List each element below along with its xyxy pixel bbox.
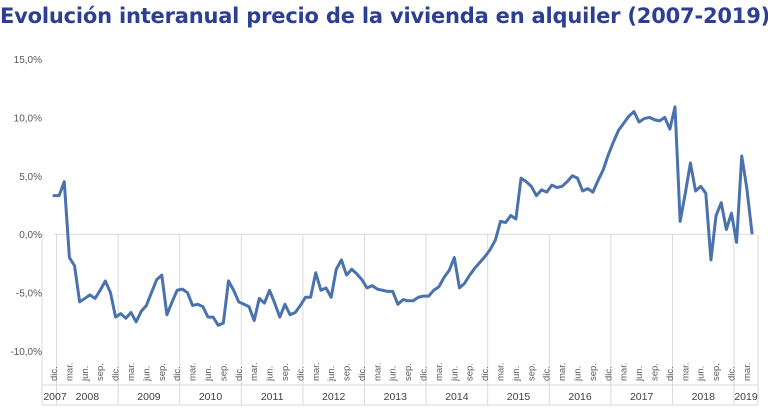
axis-layer [41, 233, 759, 406]
month-tick-label: sep. [280, 363, 291, 381]
y-tick-label: 5,0% [19, 172, 42, 183]
month-tick-label: dic. [665, 366, 676, 381]
year-label: 2012 [322, 391, 346, 403]
month-tick-label: dic. [480, 366, 491, 381]
month-tick-label: sep. [342, 363, 353, 381]
month-tick-label: dic. [234, 366, 245, 381]
month-tick-label: sep. [649, 363, 660, 381]
year-label: 2019 [734, 391, 758, 403]
month-tick-label: sep. [711, 363, 722, 381]
tick-label-layer: 15,0% 10,0% 5,0% 0,0% -5,0% -10,0% 2007 2008 200… [10, 55, 758, 403]
month-tick-label: mar. [249, 363, 260, 381]
year-label: 2014 [445, 391, 469, 403]
month-tick-label: sep. [526, 363, 537, 381]
month-tick-label: jun. [449, 366, 460, 382]
year-label: 2017 [630, 391, 654, 403]
month-tick-label: sep. [218, 363, 229, 381]
month-tick-label: dic. [357, 366, 368, 381]
month-tick-label: jun. [80, 366, 91, 382]
series-layer [52, 105, 754, 327]
series-line [52, 105, 754, 327]
y-tick-label: -5,0% [16, 289, 42, 300]
month-tick-label: mar. [311, 363, 322, 381]
month-tick-label: dic. [542, 366, 553, 381]
month-tick-label: mar. [680, 363, 691, 381]
month-tick-label: dic. [295, 366, 306, 381]
year-label: 2013 [384, 391, 408, 403]
month-tick-label: jun. [696, 366, 707, 382]
month-tick-label: sep. [588, 363, 599, 381]
month-tick-label: mar. [372, 363, 383, 381]
month-tick-label: mar. [496, 363, 507, 381]
month-tick-label: dic. [49, 366, 60, 381]
month-tick-label: jun. [388, 366, 399, 382]
chart-title: Evolución interanual precio de la vivien… [0, 4, 768, 28]
year-label: 2018 [692, 391, 716, 403]
month-tick-label: jun. [265, 366, 276, 382]
month-tick-label: jun. [573, 366, 584, 382]
month-tick-label: jun. [634, 366, 645, 382]
y-tick-label: 0,0% [19, 230, 42, 241]
month-tick-label: sep. [157, 363, 168, 381]
y-tick-label: 10,0% [14, 113, 42, 124]
month-tick-label: mar. [126, 363, 137, 381]
month-tick-label: sep. [465, 363, 476, 381]
month-tick-label: mar. [434, 363, 445, 381]
year-label: 2008 [76, 391, 100, 403]
year-label: 2016 [568, 391, 592, 403]
month-tick-label: jun. [141, 366, 152, 382]
year-label: 2007 [43, 391, 67, 403]
month-tick-label: mar. [188, 363, 199, 381]
month-tick-label: dic. [172, 366, 183, 381]
y-tick-label: -10,0% [10, 347, 42, 358]
year-label: 2009 [137, 391, 161, 403]
month-tick-label: dic. [111, 366, 122, 381]
month-tick-label: jun. [326, 366, 337, 382]
month-tick-label: mar. [742, 363, 753, 381]
month-tick-label: dic. [726, 366, 737, 381]
y-tick-label: 15,0% [14, 55, 42, 66]
year-label: 2015 [507, 391, 531, 403]
month-tick-label: sep. [403, 363, 414, 381]
year-label: 2010 [199, 391, 223, 403]
month-tick-label: sep. [95, 363, 106, 381]
month-tick-label: dic. [419, 366, 430, 381]
month-tick-label: mar. [557, 363, 568, 381]
month-tick-label: dic. [603, 366, 614, 381]
month-tick-label: jun. [511, 366, 522, 382]
month-tick-label: mar. [64, 363, 75, 381]
month-tick-label: jun. [203, 366, 214, 382]
month-tick-label: mar. [619, 363, 630, 381]
year-label: 2011 [261, 391, 284, 403]
